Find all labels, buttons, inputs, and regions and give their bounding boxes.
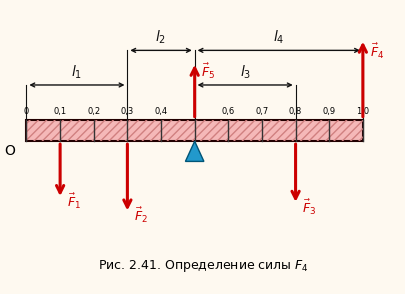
Text: 0,8: 0,8 <box>288 107 301 116</box>
Text: 0,7: 0,7 <box>255 107 268 116</box>
Polygon shape <box>185 141 203 161</box>
Text: $l_3$: $l_3$ <box>239 63 250 81</box>
Text: 0,9: 0,9 <box>322 107 335 116</box>
Text: O: O <box>4 144 15 158</box>
Text: 0,4: 0,4 <box>154 107 167 116</box>
Text: 0,2: 0,2 <box>87 107 100 116</box>
Text: $l_1$: $l_1$ <box>71 63 82 81</box>
Text: 0,6: 0,6 <box>221 107 234 116</box>
Bar <box>26 120 362 141</box>
Text: 1,0: 1,0 <box>356 107 369 116</box>
Text: 0: 0 <box>24 107 29 116</box>
Text: $\vec{F}_{3}$: $\vec{F}_{3}$ <box>302 198 316 217</box>
Text: $l_2$: $l_2$ <box>155 29 166 46</box>
Text: 0,1: 0,1 <box>53 107 66 116</box>
Text: 0,3: 0,3 <box>120 107 134 116</box>
Text: $l_4$: $l_4$ <box>273 29 284 46</box>
Text: $\vec{F}_{4}$: $\vec{F}_{4}$ <box>369 42 383 61</box>
Text: $\vec{F}_{2}$: $\vec{F}_{2}$ <box>134 206 148 225</box>
Text: Рис. 2.41. Определение силы $\mathit{F_4}$: Рис. 2.41. Определение силы $\mathit{F_4… <box>97 258 308 274</box>
Text: $\vec{F}_{5}$: $\vec{F}_{5}$ <box>201 62 215 81</box>
Text: $\vec{F}_{1}$: $\vec{F}_{1}$ <box>67 192 81 211</box>
Bar <box>26 120 362 141</box>
